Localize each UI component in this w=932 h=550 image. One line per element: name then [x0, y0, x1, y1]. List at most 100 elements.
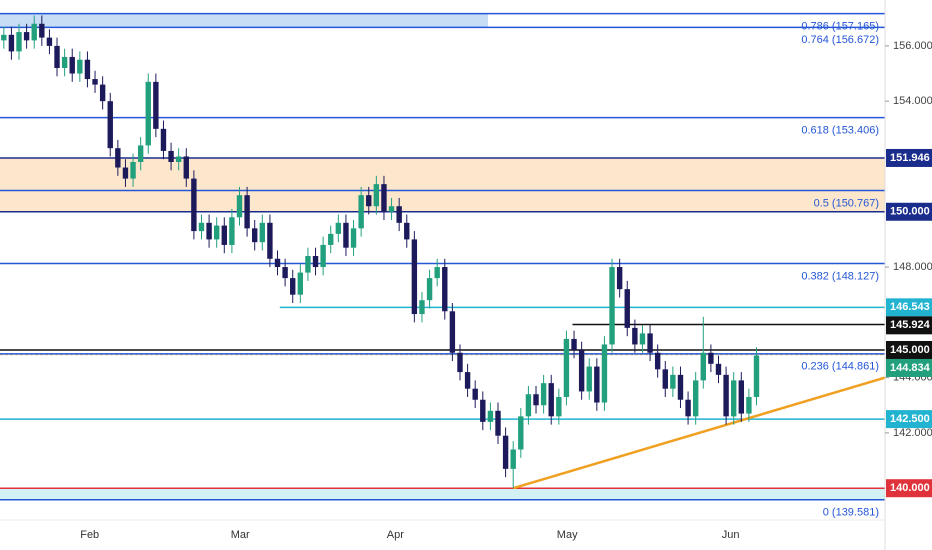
- candle-body: [335, 222, 342, 234]
- candle-body: [548, 383, 554, 417]
- candle-body: [8, 34, 15, 52]
- candle-body: [84, 59, 91, 80]
- candle-body: [267, 222, 273, 259]
- fib-label: 0 (139.581): [823, 507, 879, 519]
- candle-body: [647, 333, 653, 353]
- zone: [0, 157, 885, 212]
- candle-body: [160, 128, 167, 151]
- candle-body: [624, 289, 630, 328]
- candle-body: [518, 416, 524, 450]
- candle-body: [16, 32, 22, 52]
- candle-body: [753, 355, 760, 397]
- x-tick-label: Jun: [722, 529, 740, 541]
- candle-body: [23, 32, 30, 41]
- candle-body: [746, 396, 752, 414]
- candle-body: [730, 380, 737, 417]
- candle-body: [320, 244, 326, 268]
- candle-body: [578, 349, 585, 392]
- candle-body: [426, 278, 433, 301]
- candle-body: [525, 394, 532, 417]
- candle-body: [221, 225, 227, 245]
- candle-body: [388, 206, 395, 212]
- candle-body: [396, 206, 402, 223]
- x-tick-label: Feb: [80, 529, 99, 541]
- candle-body: [350, 228, 357, 248]
- candle-body: [442, 267, 448, 312]
- price-badge: [886, 410, 932, 429]
- fib-label: 0.236 (144.861): [801, 361, 879, 373]
- candle-body: [540, 383, 547, 406]
- candle-body: [115, 148, 121, 168]
- y-tick-label: 142.000: [893, 427, 932, 439]
- y-tick-label: 156.000: [893, 40, 932, 52]
- candle-body: [274, 258, 281, 268]
- candle-body: [670, 374, 676, 389]
- candle-body: [700, 352, 706, 381]
- candle-body: [404, 222, 410, 240]
- candle-body: [510, 449, 516, 469]
- price-badge: [886, 298, 932, 317]
- candle-body: [715, 363, 722, 375]
- price-badge: [886, 316, 932, 335]
- candle-body: [495, 410, 501, 436]
- candle-body: [145, 81, 151, 146]
- price-badge: [886, 340, 932, 359]
- price-badge-label: 150.000: [890, 206, 930, 218]
- y-tick-label: 148.000: [893, 261, 932, 273]
- candle-body: [77, 59, 83, 74]
- candle-body: [708, 352, 714, 364]
- candle-body: [31, 23, 37, 41]
- price-badge: [886, 148, 932, 167]
- candle-body: [213, 225, 220, 240]
- candle-body: [434, 267, 440, 279]
- candle-body: [244, 195, 250, 229]
- candle-body: [236, 195, 243, 218]
- candle-body: [54, 45, 60, 69]
- candle-body: [99, 84, 106, 102]
- candle-body: [358, 195, 364, 229]
- trendline: [512, 376, 886, 490]
- fib-label: 0.5 (150.767): [814, 197, 879, 209]
- candle-body: [571, 338, 577, 350]
- price-badge-label: 145.000: [890, 344, 930, 356]
- candle-body: [198, 222, 205, 232]
- candle-body: [464, 372, 471, 389]
- candle-body: [305, 255, 311, 273]
- candle-body: [654, 352, 661, 370]
- price-badge-label: 145.924: [890, 319, 931, 331]
- candle-body: [662, 369, 668, 389]
- candle-body: [533, 394, 539, 406]
- fib-label: 0.618 (153.406): [801, 125, 879, 137]
- candle-body: [290, 278, 296, 295]
- candle-body: [130, 161, 136, 179]
- price-badge-label: 146.543: [890, 301, 930, 313]
- candle-body: [61, 56, 68, 69]
- candle-body: [632, 327, 638, 345]
- candle-body: [137, 145, 144, 162]
- candle-body: [480, 399, 486, 422]
- x-tick-label: Apr: [387, 529, 404, 541]
- candle-body: [107, 101, 113, 149]
- candle-body: [472, 388, 478, 400]
- candle-body: [449, 311, 456, 353]
- price-badge-label: 140.000: [890, 482, 930, 494]
- candle-body: [183, 156, 189, 179]
- candle-body: [381, 184, 387, 212]
- candle-body: [175, 156, 182, 162]
- price-badge-label: 144.834: [890, 362, 931, 374]
- zone: [0, 13, 488, 28]
- candle-body: [738, 380, 745, 414]
- candle-body: [328, 233, 334, 245]
- candle-body: [191, 178, 197, 232]
- candle-body: [39, 23, 45, 38]
- candle-body: [692, 380, 699, 417]
- candle-body: [677, 374, 684, 400]
- candle-body: [206, 222, 212, 240]
- fib-label: 0.764 (156.672): [801, 34, 879, 46]
- candle-body: [609, 267, 615, 345]
- candle-body: [69, 56, 75, 74]
- candle-body: [563, 338, 570, 397]
- candle-body: [46, 37, 53, 46]
- candle-body: [616, 267, 623, 290]
